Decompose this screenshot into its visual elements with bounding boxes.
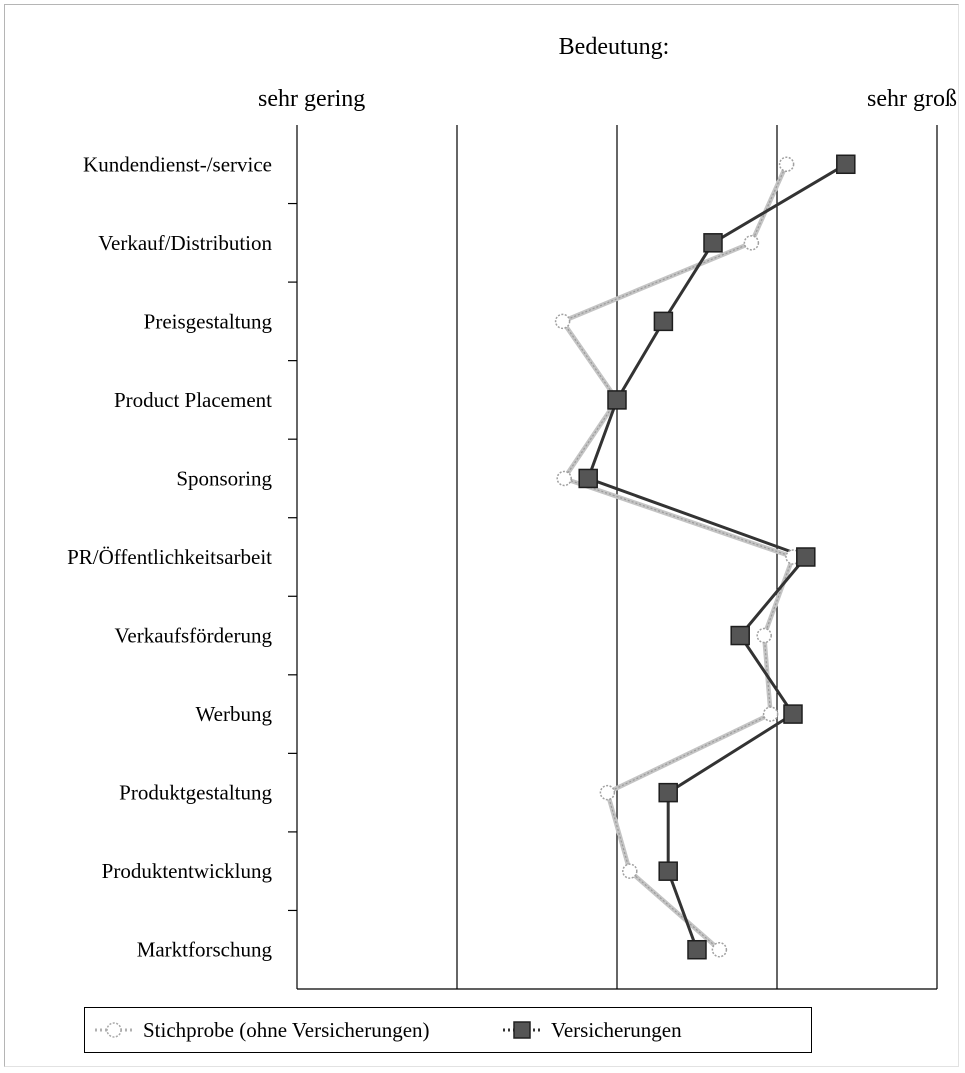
category-label: Product Placement <box>114 388 272 412</box>
category-label: Verkaufsförderung <box>115 624 273 648</box>
legend-label-stichprobe: Stichprobe (ohne Versicherungen) <box>143 1017 430 1042</box>
category-label: Produktentwicklung <box>102 859 273 883</box>
point-stichprobe <box>762 706 779 722</box>
category-label: Sponsoring <box>176 466 272 490</box>
legend-item-stichprobe: Stichprobe (ohne Versicherungen) <box>93 1008 430 1052</box>
grid-lines <box>296 125 938 990</box>
point-stichprobe <box>556 470 572 487</box>
point-stichprobe <box>778 156 795 173</box>
point-versicherungen <box>607 390 627 410</box>
category-label: Preisgestaltung <box>144 309 273 333</box>
point-versicherungen <box>658 861 678 881</box>
point-versicherungen <box>730 625 750 646</box>
figure-frame <box>4 4 959 1067</box>
point-stichprobe <box>622 863 638 879</box>
series-line-stichprobe <box>559 163 796 952</box>
legend-circle-marker-icon <box>95 1022 133 1038</box>
point-versicherungen <box>653 311 674 332</box>
scale-high-label: sehr groß <box>867 86 957 112</box>
series-line-stichprobe-texture <box>561 164 794 951</box>
category-label: Verkauf/Distribution <box>98 231 272 255</box>
point-versicherungen <box>578 468 598 489</box>
point-stichprobe <box>743 235 760 251</box>
point-versicherungen <box>836 154 856 175</box>
category-label: Marktforschung <box>137 938 273 962</box>
point-stichprobe <box>711 941 728 958</box>
legend-item-versicherungen: Versicherungen <box>501 1008 682 1052</box>
category-ticks <box>288 202 297 912</box>
point-versicherungen <box>658 782 678 803</box>
legend: Stichprobe (ohne Versicherungen) Versich… <box>84 1007 812 1053</box>
category-label: PR/Öffentlichkeitsarbeit <box>67 545 272 569</box>
point-versicherungen <box>796 547 816 567</box>
scale-low-label: sehr gering <box>258 86 365 112</box>
chart-title: Bedeutung: <box>559 34 670 60</box>
category-label: Produktgestaltung <box>119 781 272 805</box>
point-versicherungen <box>783 704 803 724</box>
point-stichprobe <box>756 627 772 644</box>
category-label: Werbung <box>196 702 273 726</box>
legend-label-versicherungen: Versicherungen <box>551 1017 682 1042</box>
category-labels: Kundendienst-/service Verkauf/Distributio… <box>67 152 272 961</box>
point-versicherungen <box>687 939 707 960</box>
point-stichprobe <box>554 313 571 330</box>
point-versicherungen <box>703 233 723 253</box>
point-stichprobe <box>599 784 616 801</box>
category-label: Kundendienst-/service <box>83 152 272 176</box>
series-markers <box>554 154 856 960</box>
legend-square-marker-icon <box>503 1021 541 1039</box>
